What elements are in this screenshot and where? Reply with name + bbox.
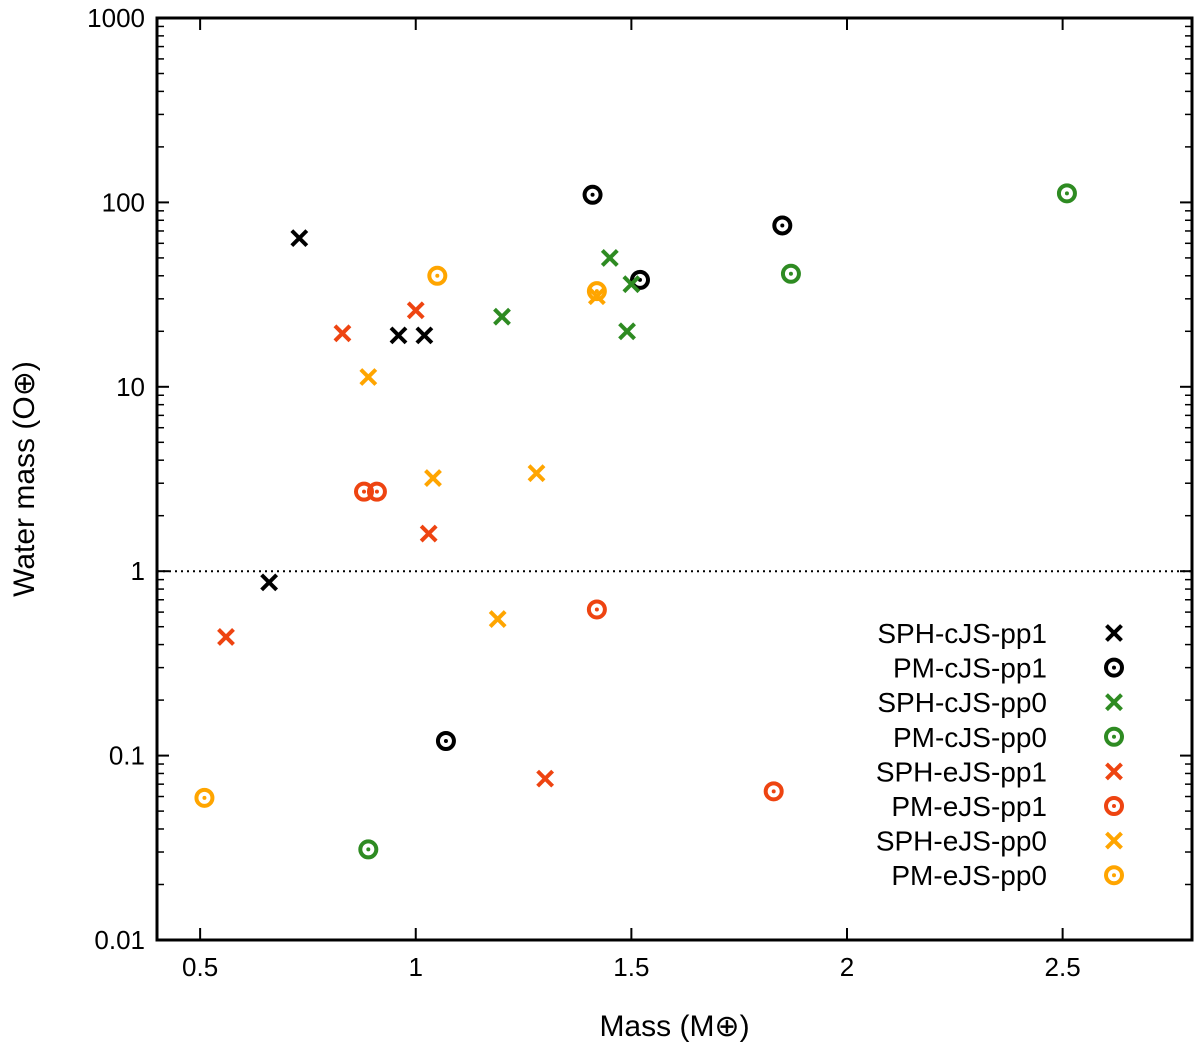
data-point-pm-cjs-pp0: [780, 263, 801, 284]
data-point-sph-cjs-pp1: [415, 326, 434, 345]
legend-marker-pm-ejs-pp1: [1104, 796, 1124, 816]
data-point-pm-ejs-pp1: [354, 481, 374, 502]
data-point-sph-ejs-pp0: [359, 368, 378, 386]
data-point-sph-ejs-pp0: [527, 464, 546, 483]
y-axis-label: Water mass (O⊕): [8, 361, 41, 597]
data-point-sph-ejs-pp1: [333, 324, 352, 343]
legend-label: PM-cJS-pp0: [893, 722, 1047, 753]
x-tick-label: 0.5: [182, 952, 218, 982]
x-tick-label: 1.5: [613, 952, 649, 982]
data-point-pm-cjs-pp0: [1056, 183, 1077, 204]
data-point-pm-ejs-pp1: [586, 599, 607, 620]
data-point-sph-cjs-pp0: [600, 248, 619, 267]
y-tick-label: 1000: [87, 3, 145, 33]
data-point-pm-cjs-pp1: [582, 184, 603, 205]
y-tick-label: 100: [102, 187, 145, 217]
points-layer: [194, 183, 1077, 860]
data-point-sph-ejs-pp1: [419, 524, 438, 543]
legend-label: SPH-eJS-pp1: [876, 756, 1047, 787]
data-point-pm-cjs-pp1: [435, 730, 456, 751]
y-tick-label: 0.1: [109, 741, 145, 771]
legend-marker-pm-cjs-pp0: [1104, 726, 1124, 747]
x-tick-label: 2: [840, 952, 854, 982]
plot-frame: [155, 16, 1194, 942]
legend-marker-sph-cjs-pp1: [1105, 624, 1123, 642]
x-tick-label: 2.5: [1045, 952, 1081, 982]
legend-label: SPH-cJS-pp1: [877, 618, 1047, 649]
legend-marker-pm-cjs-pp1: [1104, 657, 1124, 678]
data-point-sph-cjs-pp0: [493, 307, 511, 326]
legend-marker-sph-ejs-pp1: [1105, 762, 1123, 781]
data-point-sph-ejs-pp0: [587, 287, 606, 306]
data-point-sph-ejs-pp1: [536, 769, 555, 788]
data-point-pm-ejs-pp0: [586, 281, 607, 302]
y-tick-label: 0.01: [94, 925, 145, 955]
data-point-pm-ejs-pp0: [194, 787, 215, 808]
data-point-pm-cjs-pp1: [772, 215, 793, 236]
data-point-sph-cjs-pp0: [622, 275, 641, 294]
data-point-sph-cjs-pp0: [618, 322, 636, 341]
x-axis-label: Mass (M⊕): [599, 1010, 749, 1043]
data-point-sph-cjs-pp1: [260, 573, 279, 592]
legend-label: PM-eJS-pp1: [891, 791, 1047, 822]
legend-label: SPH-eJS-pp0: [876, 826, 1047, 857]
legend-marker-sph-ejs-pp0: [1105, 831, 1123, 850]
legend-marker-sph-cjs-pp0: [1105, 693, 1123, 712]
data-point-pm-ejs-pp1: [366, 481, 387, 502]
data-point-pm-ejs-pp1: [763, 781, 784, 802]
y-tick-label: 10: [116, 372, 145, 402]
data-point-pm-cjs-pp0: [358, 839, 379, 860]
legend-marker-pm-ejs-pp0: [1104, 865, 1124, 886]
data-point-sph-cjs-pp1: [389, 326, 408, 345]
data-point-sph-cjs-pp1: [290, 229, 309, 248]
y-tick-label: 1: [131, 556, 145, 586]
legend-label: SPH-cJS-pp0: [877, 687, 1047, 718]
legend-label: PM-cJS-pp1: [893, 653, 1047, 684]
data-point-sph-ejs-pp1: [406, 301, 425, 320]
legend-label: PM-eJS-pp0: [891, 860, 1047, 891]
x-tick-label: 1: [409, 952, 423, 982]
data-point-sph-ejs-pp1: [217, 628, 235, 646]
data-point-pm-ejs-pp0: [427, 265, 448, 286]
data-point-sph-ejs-pp0: [488, 610, 507, 628]
data-point-sph-ejs-pp0: [424, 469, 442, 487]
